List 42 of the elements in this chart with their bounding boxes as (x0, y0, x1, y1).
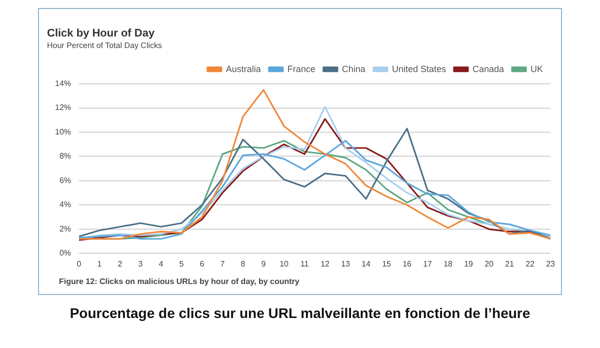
x-tick-label: 21 (505, 259, 515, 268)
legend-label: France (287, 64, 316, 74)
chart-subtitle: Hour Percent of Total Day Clicks (47, 41, 162, 50)
y-tick-label: 8% (59, 152, 72, 161)
y-tick-label: 2% (59, 224, 72, 234)
x-tick-label: 16 (402, 259, 412, 268)
legend-label: Canada (472, 64, 504, 74)
x-tick-label: 8 (240, 259, 246, 268)
legend-label: United States (392, 64, 446, 74)
x-tick-label: 18 (444, 259, 454, 268)
x-tick-label: 5 (179, 259, 184, 268)
y-tick-label: 0% (59, 248, 72, 258)
x-tick-label: 12 (320, 259, 330, 268)
legend-label: UK (530, 64, 544, 74)
x-tick-label: 10 (280, 259, 290, 268)
x-tick-label: 15 (382, 259, 392, 268)
x-tick-label: 4 (158, 259, 164, 268)
y-tick-label: 12% (54, 103, 72, 112)
x-tick-label: 9 (261, 259, 266, 268)
x-tick-label: 6 (200, 259, 205, 268)
x-tick-label: 22 (526, 259, 536, 268)
x-tick-label: 0 (76, 259, 82, 268)
x-tick-label: 19 (464, 259, 474, 268)
caption: Figure 12: Clicks on malicious URLs by hour of day, by country (59, 277, 300, 286)
x-tick-label: 3 (138, 259, 144, 268)
x-tick-label: 20 (484, 259, 494, 268)
x-tick-label: 14 (362, 259, 372, 268)
chart-title: Click by Hour of Day (47, 28, 156, 40)
x-tick-label: 13 (341, 259, 351, 268)
x-tick-label: 7 (220, 259, 226, 268)
x-tick-label: 1 (97, 259, 102, 268)
legend-label: Australia (226, 64, 261, 74)
text: Pourcentage de clics sur une URL malveillante en fonction de l’heure (68, 305, 532, 321)
x-tick-label: 17 (423, 259, 433, 268)
x-tick-label: 2 (118, 259, 123, 268)
y-tick-label: 10% (54, 127, 72, 136)
y-tick-label: 14% (54, 79, 72, 88)
legend-label: China (342, 64, 366, 74)
x-tick-label: 23 (546, 259, 556, 268)
y-tick-label: 4% (59, 200, 72, 210)
x-tick-label: 11 (300, 259, 310, 268)
y-tick-label: 6% (59, 176, 72, 185)
